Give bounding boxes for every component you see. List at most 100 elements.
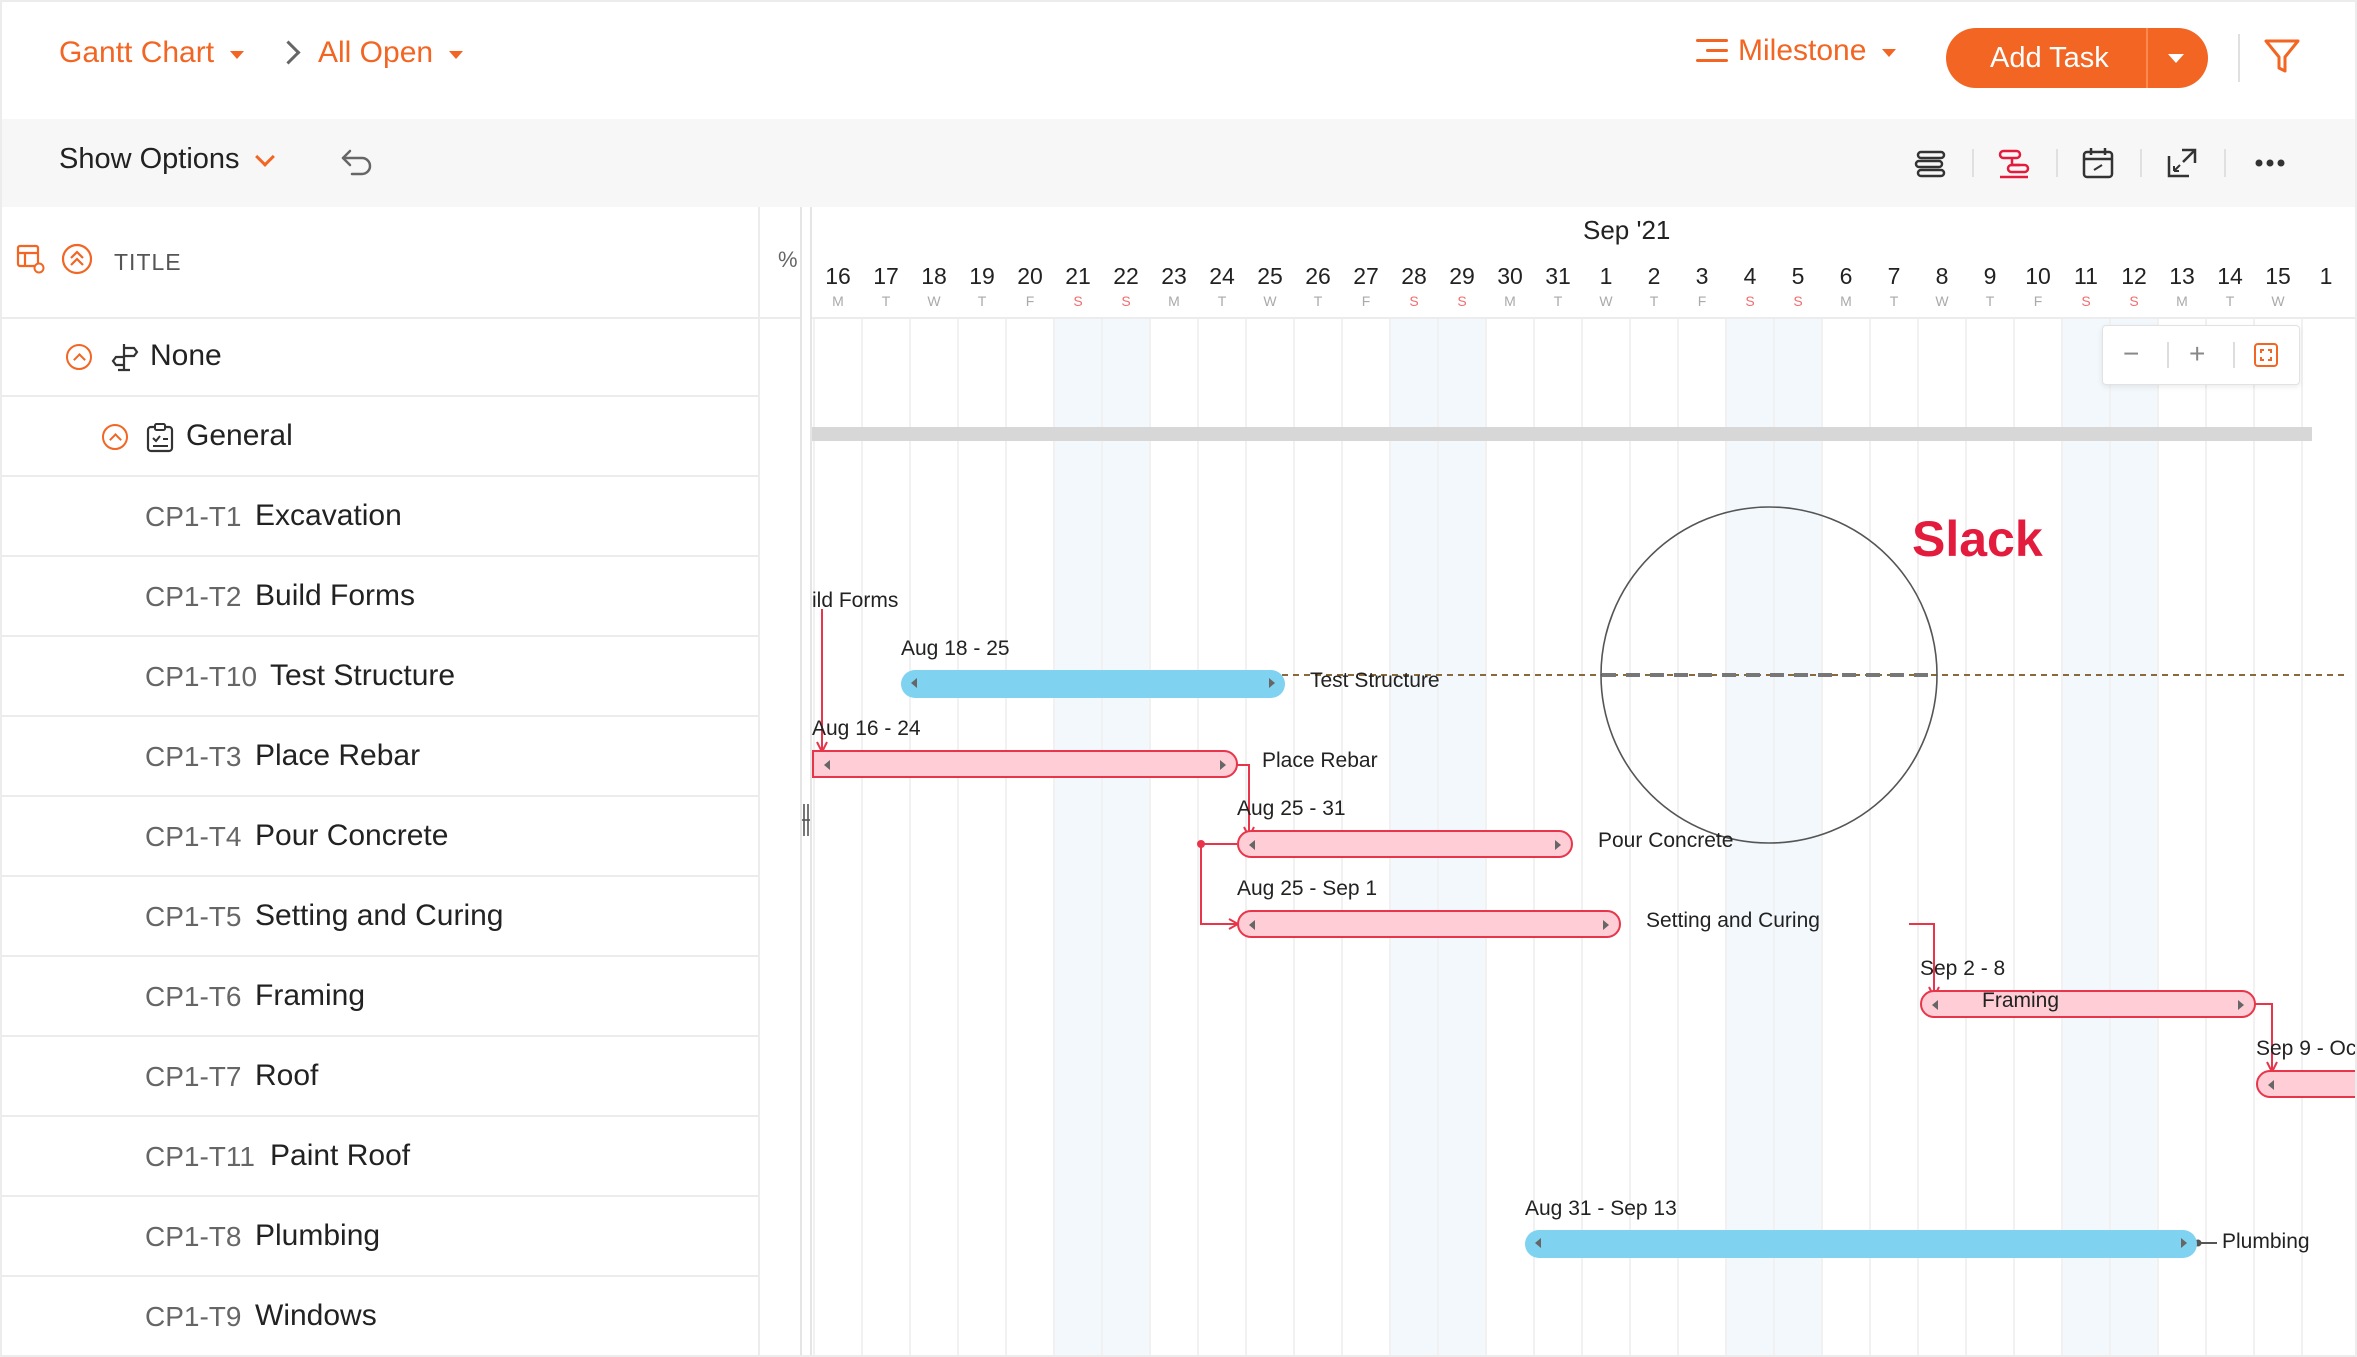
task-name[interactable]: Framing — [255, 979, 366, 1012]
percent-column-header[interactable]: % — [778, 247, 798, 272]
task-name[interactable]: Paint Roof — [270, 1139, 411, 1172]
gantt-timeline: Sep '21 16 M 17 T 18 W 19 T 20 F 21 S 22 S 23 M 24 T 25 W 26… — [812, 207, 2355, 1355]
collapse-icon[interactable] — [102, 424, 128, 450]
column-settings-icon[interactable] — [16, 243, 46, 275]
pour-concrete-bar-label: Pour Concrete — [1598, 829, 1734, 852]
toolbar: Show Options — [2, 119, 2355, 207]
bar-right-handle-icon[interactable] — [1603, 920, 1609, 930]
task-name[interactable]: Build Forms — [255, 579, 416, 612]
day-number: 8 — [1935, 263, 1949, 289]
bar-left-handle-icon[interactable] — [2268, 1080, 2274, 1090]
day-of-week: S — [1745, 293, 1755, 309]
bar-right-handle-icon[interactable] — [2181, 1238, 2187, 1248]
task-code: CP1-T9 — [145, 1301, 242, 1332]
task-row[interactable]: CP1-T8 Plumbing — [2, 1197, 758, 1277]
task-name[interactable]: Pour Concrete — [255, 819, 449, 852]
task-grid: TITLE % None General CP1-T1 — [2, 207, 800, 1355]
bar-left-handle-icon[interactable] — [1249, 840, 1255, 850]
bar-left-handle-icon[interactable] — [1932, 1000, 1938, 1010]
filter-funnel-icon[interactable] — [2264, 38, 2300, 76]
plumbing-bar[interactable] — [1525, 1230, 2197, 1258]
collapse-all-icon[interactable] — [60, 242, 94, 276]
expand-icon[interactable] — [2162, 143, 2202, 183]
bar-left-handle-icon[interactable] — [824, 760, 830, 770]
test-structure-bar[interactable] — [901, 670, 1285, 698]
place-rebar-bar-label: Place Rebar — [1262, 749, 1378, 772]
zoom-out-button[interactable]: − — [2123, 338, 2140, 369]
task-row[interactable]: CP1-T9 Windows — [2, 1277, 758, 1355]
bar-left-handle-icon[interactable] — [1249, 920, 1255, 930]
bar-left-handle-icon[interactable] — [911, 678, 917, 688]
day-number: 31 — [1545, 263, 1571, 289]
day-number: 13 — [2169, 263, 2195, 289]
group-row-none[interactable]: None — [2, 317, 758, 397]
header-divider — [812, 317, 2355, 319]
divider — [2233, 342, 2235, 368]
day-of-week: S — [2129, 293, 2139, 309]
summary-bar[interactable] — [812, 427, 2312, 441]
view-selector[interactable]: Gantt Chart — [59, 36, 245, 70]
task-name[interactable]: Place Rebar — [255, 739, 421, 772]
bar-right-handle-icon[interactable] — [1220, 760, 1226, 770]
framing-bar[interactable] — [1920, 990, 2256, 1018]
bar-right-handle-icon[interactable] — [2238, 1000, 2244, 1010]
show-options-button[interactable]: Show Options — [59, 143, 275, 176]
add-task-dropdown-icon[interactable] — [2168, 54, 2184, 63]
fit-to-screen-icon[interactable] — [2253, 342, 2279, 368]
task-row[interactable]: CP1-T4 Pour Concrete — [2, 797, 758, 877]
task-name[interactable]: Test Structure — [270, 659, 456, 692]
task-name[interactable]: Excavation — [255, 499, 402, 532]
splitter-handle-icon[interactable] — [802, 802, 810, 838]
task-row[interactable]: CP1-T7 Roof — [2, 1037, 758, 1117]
test-structure-range: Aug 18 - 25 — [901, 637, 1010, 660]
day-of-week: S — [2081, 293, 2091, 309]
day-number: 19 — [969, 263, 995, 289]
task-code: CP1-T2 — [145, 581, 242, 612]
day-number: 25 — [1257, 263, 1283, 289]
day-number: 24 — [1209, 263, 1235, 289]
group-row-general[interactable]: General — [2, 397, 758, 477]
undo-icon[interactable] — [340, 147, 374, 177]
calendar-icon[interactable] — [2078, 143, 2118, 183]
add-task-button[interactable]: Add Task — [1946, 28, 2208, 88]
pane-splitter[interactable] — [800, 207, 812, 1355]
task-name[interactable]: Plumbing — [255, 1219, 381, 1252]
divider — [1972, 149, 1974, 177]
bar-right-handle-icon[interactable] — [1555, 840, 1561, 850]
task-grid-header: TITLE % — [2, 207, 800, 319]
day-of-week: S — [1121, 293, 1131, 309]
task-row[interactable]: CP1-T5 Setting and Curing — [2, 877, 758, 957]
bar-left-handle-icon[interactable] — [1535, 1238, 1541, 1248]
task-row[interactable]: CP1-T3 Place Rebar — [2, 717, 758, 797]
divider — [2140, 149, 2142, 177]
milestone-selector[interactable]: Milestone — [1696, 34, 1897, 68]
grid-line — [2109, 319, 2111, 1355]
task-row[interactable]: CP1-T1 Excavation — [2, 477, 758, 557]
roof-bar[interactable] — [2256, 1070, 2355, 1098]
pour-concrete-bar[interactable] — [1237, 830, 1573, 858]
task-name[interactable]: Setting and Curing — [255, 899, 504, 932]
collapse-icon[interactable] — [66, 344, 92, 370]
task-name[interactable]: Roof — [255, 1059, 319, 1092]
task-name[interactable]: Windows — [255, 1299, 377, 1332]
day-of-week: F — [1025, 293, 1035, 309]
setting-curing-bar[interactable] — [1237, 910, 1621, 938]
grid-line — [1773, 319, 1775, 1355]
title-column-header[interactable]: TITLE — [114, 249, 182, 275]
more-options-icon[interactable] — [2250, 143, 2290, 183]
place-rebar-bar[interactable] — [812, 750, 1238, 778]
task-row[interactable]: CP1-T6 Framing — [2, 957, 758, 1037]
zoom-in-button[interactable]: + — [2189, 338, 2206, 369]
task-row[interactable]: CP1-T11 Paint Roof — [2, 1117, 758, 1197]
task-row[interactable]: CP1-T2 Build Forms — [2, 557, 758, 637]
critical-path-icon[interactable] — [1994, 143, 2034, 183]
task-row[interactable]: CP1-T10 Test Structure — [2, 637, 758, 717]
milestone-label: Milestone — [1738, 34, 1867, 67]
grid-line — [1101, 319, 1103, 1355]
filter-selector[interactable]: All Open — [318, 36, 464, 70]
task-code: CP1-T6 — [145, 981, 242, 1012]
bar-right-handle-icon[interactable] — [1269, 678, 1275, 688]
bars-layout-icon[interactable] — [1910, 143, 1950, 183]
grid-line — [1581, 319, 1583, 1355]
chevron-right-icon — [276, 40, 301, 65]
